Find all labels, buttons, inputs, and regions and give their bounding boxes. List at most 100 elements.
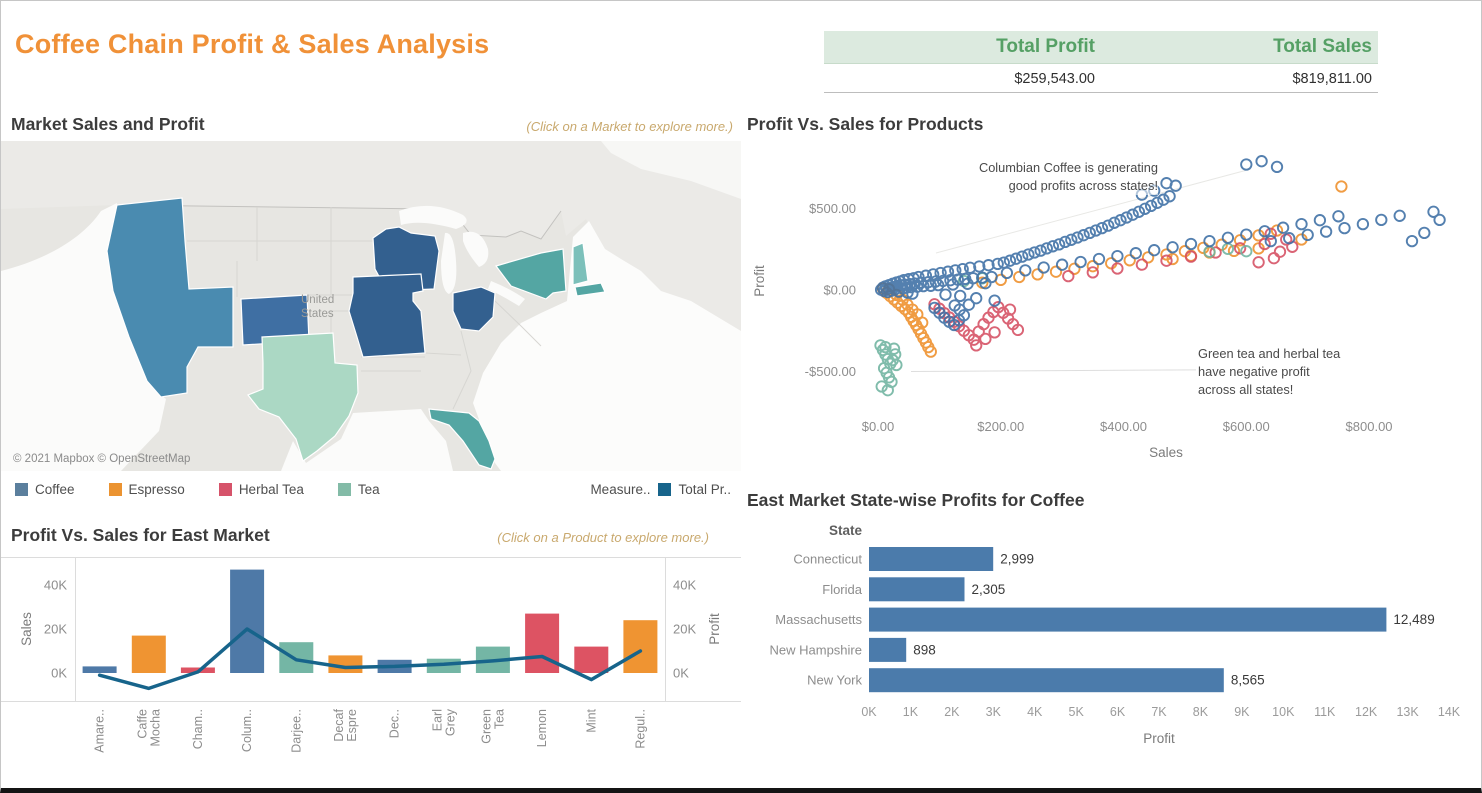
lake-erie — [488, 281, 525, 306]
sales-bar-caffe-mocha[interactable] — [131, 635, 166, 673]
summary-header-row: Total Profit Total Sales — [824, 31, 1378, 64]
lake-superior — [399, 205, 467, 229]
scatter-y-tick: -$500.00 — [805, 364, 856, 379]
hbar-category-label[interactable]: New York — [807, 673, 862, 688]
measure-label: Measure.. — [590, 482, 651, 497]
annotation-leader-line — [935, 168, 1252, 254]
hbar-category-label[interactable]: New Hampshire — [770, 642, 862, 657]
profit-bar-florida[interactable] — [869, 577, 965, 602]
region-texas-oklahoma[interactable] — [247, 332, 359, 462]
legend-item-tea[interactable]: Tea — [337, 482, 380, 497]
hbar-category-label[interactable]: Florida — [822, 582, 863, 597]
region-new-hampshire[interactable] — [572, 242, 589, 286]
combo-left-axis-title: Sales — [19, 612, 34, 646]
sales-bar-amare..[interactable] — [82, 666, 117, 673]
hbar-x-tick: 0K — [861, 705, 877, 719]
profit-bar-new-york[interactable] — [869, 668, 1224, 693]
herbal-tea-swatch-icon — [218, 483, 232, 496]
sales-bar-regul..[interactable] — [623, 620, 658, 673]
combo-x-label[interactable]: Caffe — [135, 709, 149, 739]
hbar-value-label: 12,489 — [1393, 612, 1434, 627]
hbar-category-label[interactable]: Massachusetts — [775, 612, 862, 627]
annotation-line: across all states! — [1198, 382, 1294, 397]
hbar-x-tick: 1K — [903, 705, 919, 719]
sales-bar-colum..[interactable] — [230, 569, 265, 673]
combo-x-label[interactable]: Tea — [492, 709, 506, 729]
combo-x-label[interactable]: Mint — [584, 708, 598, 732]
map-canada — [1, 141, 741, 331]
map-gulf — [281, 409, 453, 471]
hbar-group-label: State — [829, 523, 863, 538]
hbar-x-tick: 14K — [1438, 705, 1461, 719]
scatter-series-coffee[interactable] — [874, 155, 1446, 332]
profit-bar-new-hampshire[interactable] — [869, 637, 907, 662]
hbar-x-axis-title: Profit — [1143, 731, 1175, 746]
region-florida[interactable] — [428, 408, 496, 470]
combo-x-label[interactable]: Cham.. — [191, 709, 205, 749]
sales-bar-mint[interactable] — [574, 646, 609, 673]
legend-item-espresso[interactable]: Espresso — [108, 482, 185, 497]
combo-panel-hint: (Click on a Product to explore more.) — [497, 530, 709, 545]
combo-x-label[interactable]: Espre — [345, 709, 359, 742]
legend-label: Tea — [357, 482, 380, 497]
region-ohio[interactable] — [452, 286, 496, 332]
espresso-swatch-icon — [108, 483, 122, 496]
combo-x-label[interactable]: Regul.. — [633, 709, 647, 749]
profit-bar-connecticut[interactable] — [869, 547, 994, 571]
lake-huron — [463, 231, 489, 267]
legend-label: Espresso — [128, 482, 185, 497]
sales-bar-darjee..[interactable] — [279, 642, 314, 673]
legend-label: Herbal Tea — [238, 482, 304, 497]
hbar-x-tick: 12K — [1355, 705, 1378, 719]
annotation-line: good profits across states! — [1008, 178, 1158, 193]
sales-bar-lemon[interactable] — [525, 613, 560, 673]
combo-x-label[interactable]: Dec.. — [388, 709, 402, 738]
legend-measure: Measure.. Total Pr.. — [590, 482, 731, 497]
map-panel-title: Market Sales and Profit — [11, 114, 205, 134]
region-west-market[interactable] — [106, 197, 234, 398]
scatter-x-tick: $0.00 — [862, 419, 895, 434]
combo-panel-title: Profit Vs. Sales for East Market — [11, 525, 270, 545]
legend-label: Coffee — [35, 482, 75, 497]
total-profit-value: $259,543.00 — [1014, 71, 1095, 87]
combo-left-tick: 0K — [51, 666, 67, 681]
region-iowa-missouri[interactable] — [348, 273, 426, 358]
scatter-x-axis-title: Sales — [1149, 445, 1183, 460]
combo-x-label[interactable]: Grey — [443, 708, 457, 736]
hbar-x-tick: 11K — [1314, 705, 1336, 719]
scatter-x-tick: $800.00 — [1346, 419, 1393, 434]
annotation-line: Columbian Coffee is generating — [978, 160, 1158, 175]
combo-x-label[interactable]: Green — [479, 709, 493, 744]
combo-x-label[interactable]: Lemon — [535, 709, 549, 747]
tea-swatch-icon — [337, 483, 351, 496]
scatter-series-tea[interactable] — [874, 242, 1253, 397]
combo-x-label[interactable]: Mocha — [148, 709, 162, 747]
summary-table: Total Profit Total Sales $259,543.00 $81… — [824, 31, 1458, 93]
profit-bar-massachusetts[interactable] — [869, 607, 1387, 632]
scatter-y-tick: $0.00 — [823, 283, 856, 298]
total-profit-swatch-icon — [658, 483, 672, 496]
product-legend: Coffee Espresso Herbal Tea Tea Measure..… — [15, 482, 731, 497]
combo-x-label[interactable]: Colum.. — [240, 709, 254, 752]
combo-x-label[interactable]: Darjee.. — [289, 709, 303, 753]
page-title: Coffee Chain Profit & Sales Analysis — [15, 29, 490, 59]
region-new-york[interactable] — [494, 248, 567, 300]
combo-x-label[interactable]: Amare.. — [93, 709, 107, 753]
hbar-x-tick: 2K — [944, 705, 960, 719]
map-north-white — [601, 141, 741, 199]
profit-line[interactable] — [97, 627, 643, 691]
combo-x-label[interactable]: Decaf — [332, 708, 346, 741]
legend-item-herbal-tea[interactable]: Herbal Tea — [218, 482, 304, 497]
map-pacific — [1, 203, 166, 471]
annotation-line: Green tea and herbal tea — [1198, 346, 1341, 361]
region-massachusetts[interactable] — [574, 282, 606, 297]
scatter-y-axis-title: Profit — [752, 265, 767, 297]
hbar-x-tick: 13K — [1396, 705, 1419, 719]
combo-x-label[interactable]: Earl — [430, 709, 444, 731]
legend-item-coffee[interactable]: Coffee — [15, 482, 75, 497]
hbar-value-label: 8,565 — [1231, 673, 1265, 688]
hbar-category-label[interactable]: Connecticut — [793, 552, 862, 567]
map-attribution: © 2021 Mapbox © OpenStreetMap — [13, 453, 191, 465]
map-atlantic — [473, 221, 741, 471]
us-map-svg: United States — [1, 141, 741, 471]
